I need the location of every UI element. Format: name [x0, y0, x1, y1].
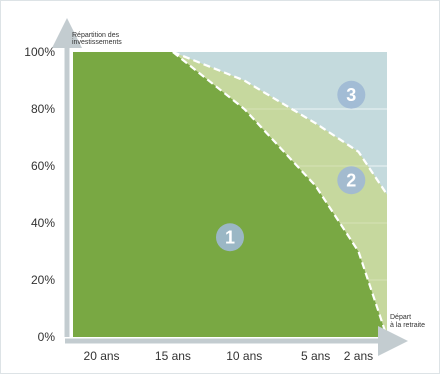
y-axis-title: investissements [72, 39, 122, 46]
x-tick-label: 10 ans [226, 349, 262, 363]
y-tick-label: 40% [31, 216, 55, 230]
y-axis-title: Répartition des [72, 32, 120, 39]
zone-number: 3 [346, 85, 356, 105]
zone-number: 1 [225, 227, 235, 247]
zone-badge [216, 223, 244, 252]
y-tick-label: 60% [31, 159, 55, 173]
y-tick-label: 0% [38, 330, 56, 344]
x-axis-title: Départ [390, 314, 411, 321]
zone-number: 2 [346, 170, 356, 190]
x-tick-label: 2 ans [344, 349, 373, 363]
x-tick-label: 20 ans [84, 349, 120, 363]
zone-1-area [73, 52, 387, 337]
zone-badge [337, 166, 366, 195]
x-tick-label: 5 ans [301, 349, 330, 363]
zone-1-boundary [172, 51, 389, 338]
x-axis-title: à la retraite [390, 322, 425, 329]
zone-badge [337, 80, 366, 109]
y-tick-label: 100% [24, 45, 55, 59]
zone-2-boundary [172, 50, 388, 196]
x-tick-label: 15 ans [155, 349, 191, 363]
y-tick-label: 80% [31, 102, 55, 116]
y-tick-label: 20% [31, 273, 55, 287]
